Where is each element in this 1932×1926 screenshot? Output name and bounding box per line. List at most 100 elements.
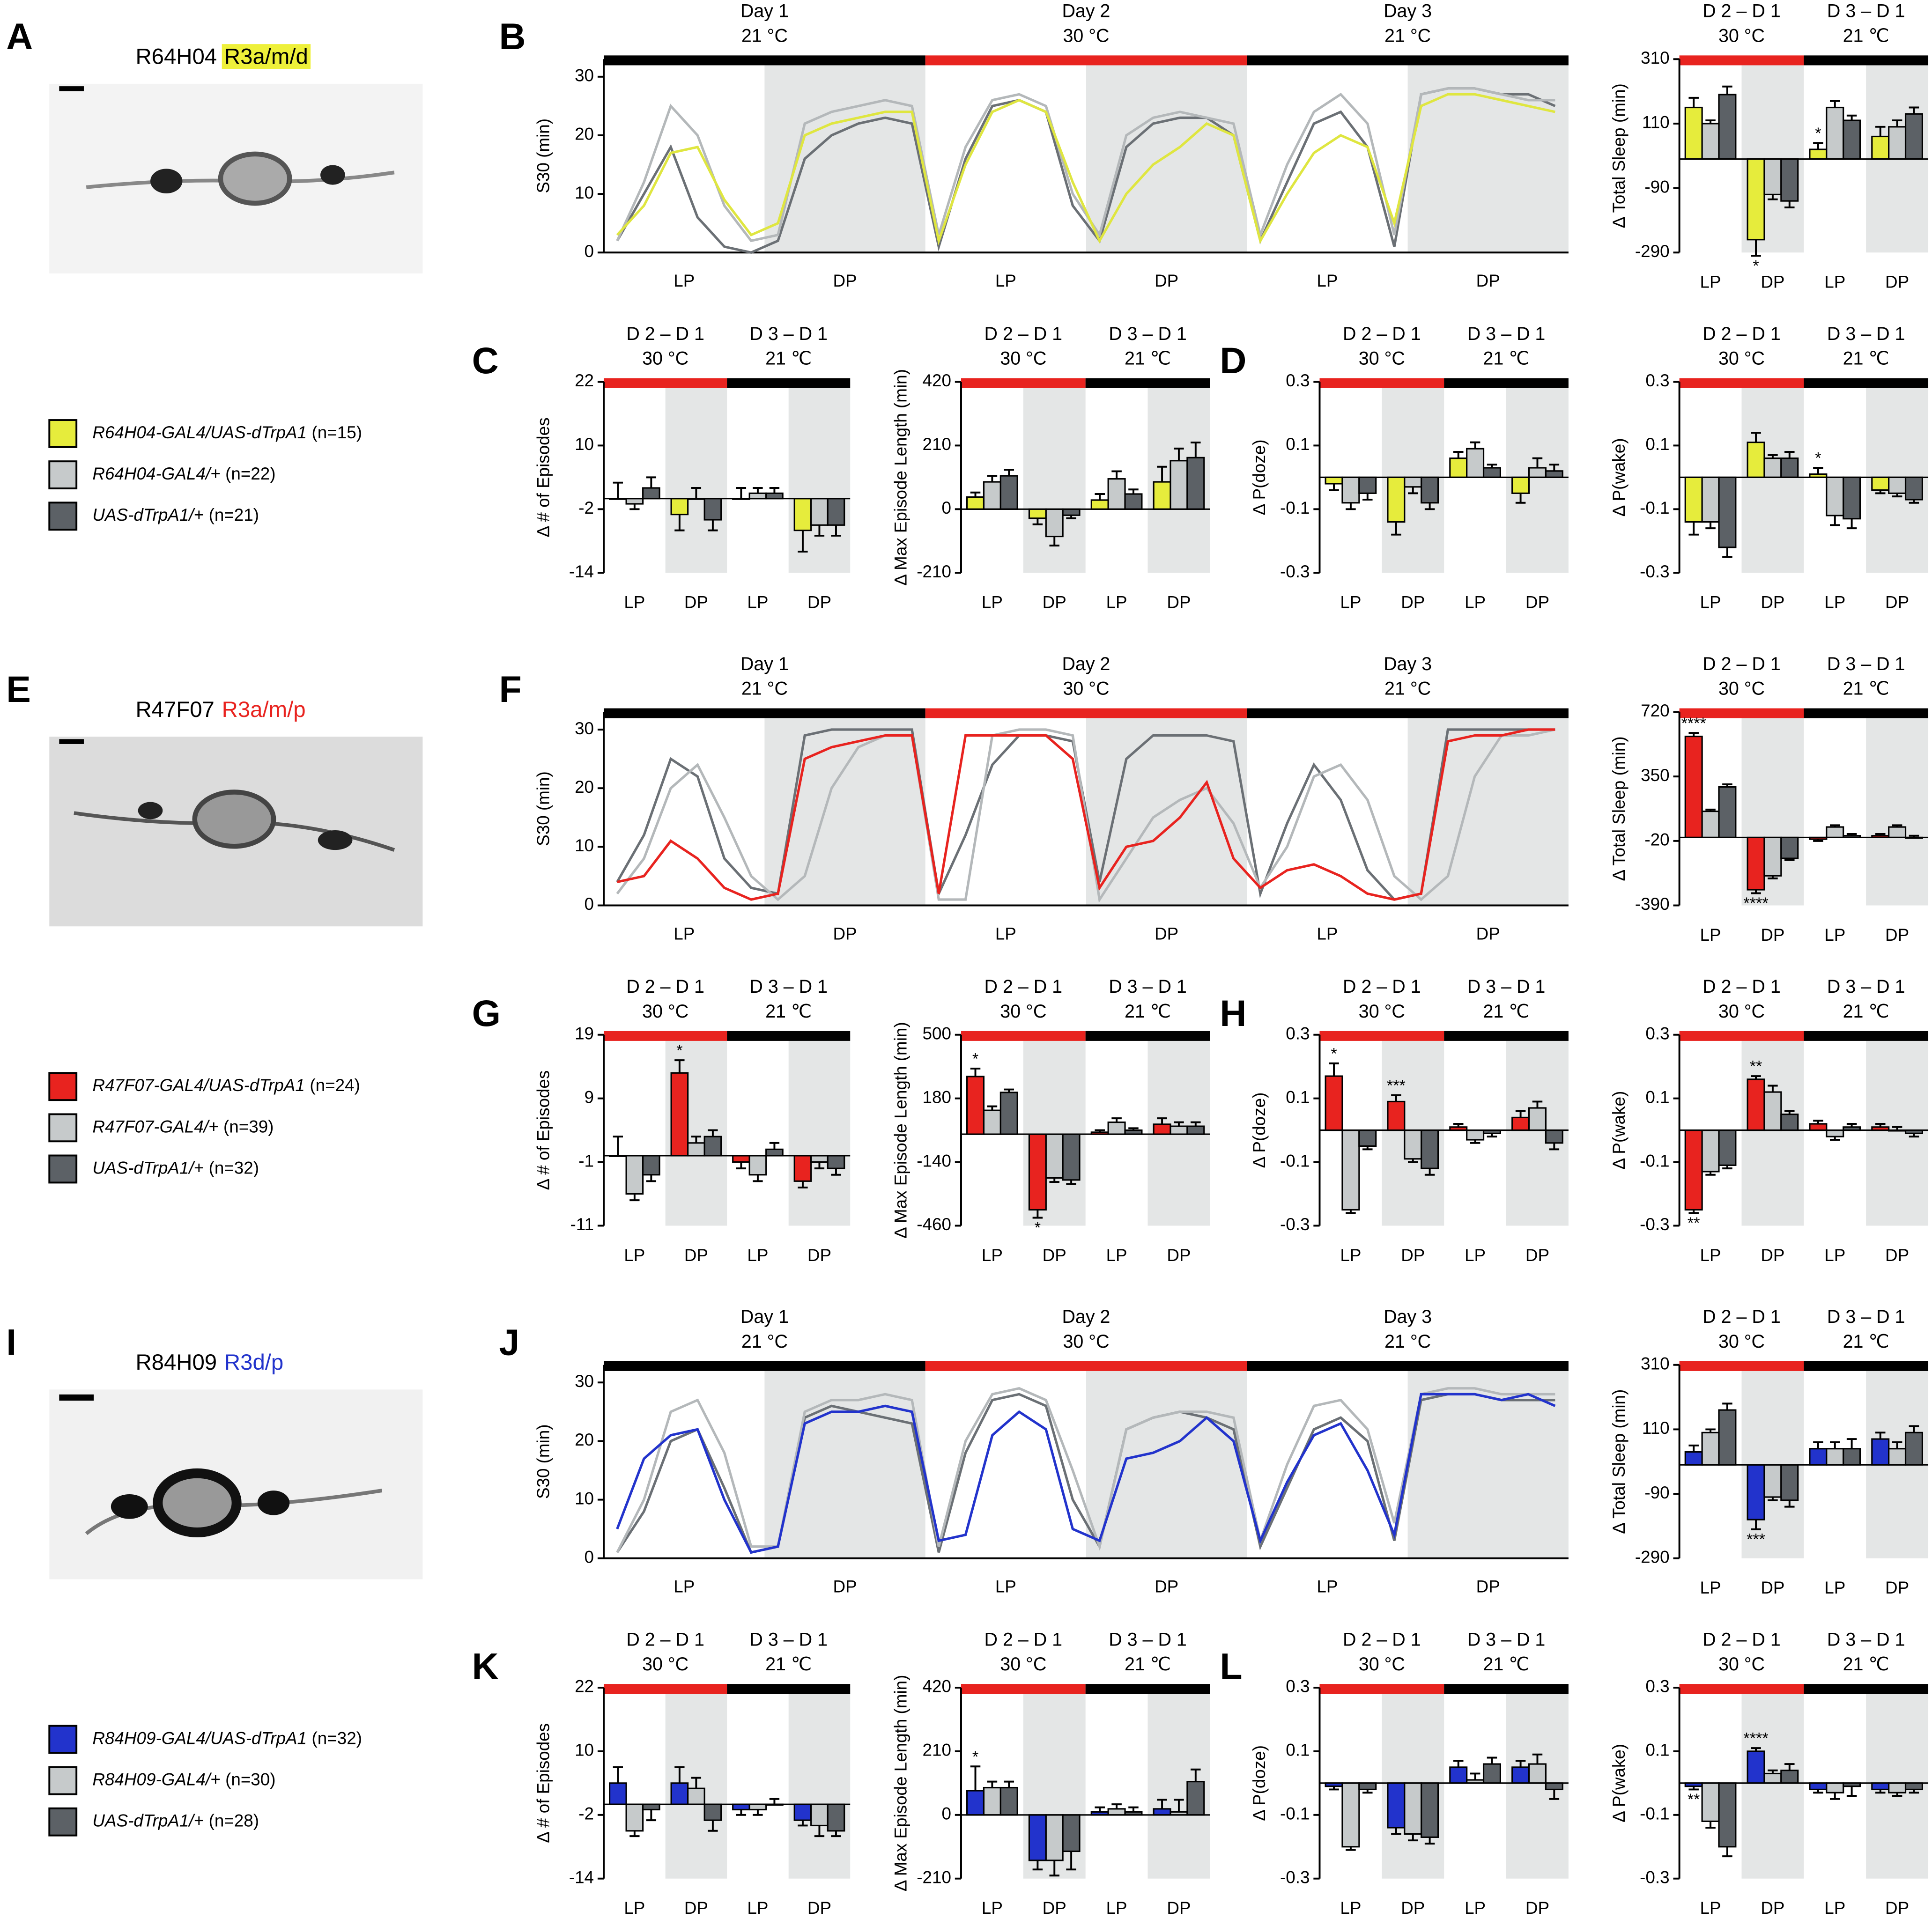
bar	[1358, 476, 1377, 494]
legend-swatch	[48, 1072, 78, 1101]
bar	[765, 1148, 784, 1157]
period-label: LP	[1824, 1898, 1845, 1918]
legend-label: UAS-dTrpA1/+ (n=21)	[92, 505, 259, 524]
dark-period-shade	[764, 1365, 925, 1558]
period-label: DP	[1043, 1898, 1066, 1918]
period-label: DP	[807, 1898, 831, 1918]
bar	[748, 1803, 767, 1811]
sample-size: (n=30)	[225, 1770, 275, 1789]
bar	[1404, 476, 1422, 488]
legend-swatch	[48, 1807, 78, 1837]
y-tick-label: -2	[578, 1804, 594, 1823]
header-bar	[1444, 1684, 1569, 1694]
series-line	[617, 728, 1555, 901]
header-label: 21 ℃	[765, 1001, 812, 1022]
y-tick-label: 22	[575, 1677, 594, 1696]
header-label: D 3 – D 1	[1827, 654, 1905, 674]
y-tick-label: 10	[575, 1489, 594, 1508]
significance: ***	[1747, 1531, 1765, 1549]
period-label: DP	[1885, 925, 1909, 945]
y-axis-label: Δ Total Sleep (min)	[1609, 83, 1629, 228]
y-tick-label: 0.1	[1645, 1741, 1669, 1760]
header-label: 30 °C	[642, 1654, 688, 1675]
period-label: DP	[833, 271, 857, 290]
bar	[732, 1803, 750, 1811]
y-tick-label: -0.3	[1640, 1215, 1669, 1234]
y-tick-label: 19	[575, 1024, 594, 1043]
dark-period-shade	[665, 382, 727, 573]
bar	[748, 492, 767, 500]
cell-body	[257, 1491, 290, 1515]
region-name: R3d/p	[224, 1350, 283, 1375]
y-tick-label: -14	[569, 1867, 594, 1887]
y-tick-label: 110	[1642, 113, 1670, 132]
bar	[1871, 1438, 1890, 1466]
bar	[1904, 1432, 1923, 1466]
image-background	[49, 1389, 423, 1579]
header-label: D 3 – D 1	[749, 1629, 828, 1650]
driver-name: R47F07	[135, 697, 214, 722]
period-label: DP	[1525, 1898, 1549, 1918]
y-tick-label: 0	[941, 1804, 951, 1823]
period-label: LP	[982, 593, 1003, 612]
bar	[1341, 1129, 1360, 1211]
y-tick-label: -0.3	[1280, 1867, 1310, 1887]
bar	[1449, 458, 1468, 478]
header-label: D 3 – D 1	[1109, 976, 1187, 997]
header-bar	[1247, 55, 1569, 66]
bar	[793, 1155, 812, 1182]
period-label: LP	[1106, 593, 1127, 612]
legend-swatch	[48, 1766, 78, 1795]
header-label: 30 °C	[1718, 679, 1765, 699]
bar	[1826, 476, 1844, 517]
header-bar	[1804, 1031, 1929, 1041]
header-label: 30 °C	[1063, 1331, 1109, 1352]
y-tick-label: -0.1	[1280, 498, 1310, 517]
header-label: 21 °C	[741, 25, 788, 46]
sample-size: (n=21)	[209, 505, 259, 524]
period-label: LP	[1317, 924, 1338, 943]
bar	[625, 1803, 644, 1832]
period-label: DP	[1401, 593, 1425, 612]
bar	[1404, 1129, 1422, 1160]
scale-bar	[59, 1394, 94, 1401]
bar	[1718, 1409, 1737, 1466]
significance: *	[972, 1748, 978, 1766]
sample-size: (n=39)	[223, 1117, 274, 1136]
header-label: D 2 – D 1	[626, 1629, 704, 1650]
header-label: 30 °C	[642, 1001, 688, 1022]
genotype: R47F07-GAL4/+	[92, 1117, 218, 1136]
period-label: LP	[1700, 1898, 1721, 1918]
driver-name: R64H04	[135, 44, 217, 69]
bar	[732, 1155, 750, 1163]
y-tick-label: -2	[578, 498, 594, 517]
header-label: 30 °C	[1718, 348, 1765, 369]
bar	[1170, 460, 1188, 510]
period-label: LP	[747, 1898, 768, 1918]
y-tick-label: -0.1	[1280, 1804, 1310, 1823]
header-label: D 2 – D 1	[626, 976, 704, 997]
scale-bar	[59, 739, 84, 744]
image-title: R64H04 R3a/m/d	[135, 44, 308, 69]
header-label: D 3 – D 1	[1827, 1306, 1905, 1327]
ring	[153, 1468, 242, 1538]
cell-body	[320, 165, 345, 185]
bar	[1701, 1432, 1720, 1466]
bar	[1747, 1464, 1765, 1520]
period-label: LP	[624, 1246, 645, 1265]
y-tick-label: 0	[585, 1547, 594, 1566]
period-label: LP	[624, 593, 645, 612]
sample-size: (n=22)	[225, 464, 275, 483]
period-label: DP	[1761, 1246, 1784, 1265]
period-label: LP	[1340, 1246, 1361, 1265]
y-tick-label: 0	[585, 894, 594, 914]
y-tick-label: 30	[575, 719, 594, 738]
y-axis-label: Δ P(doze)	[1250, 440, 1269, 516]
header-label: 21 ℃	[1483, 1654, 1529, 1675]
significance: ****	[1681, 715, 1706, 732]
period-label: LP	[982, 1898, 1003, 1918]
bar	[1028, 508, 1047, 519]
legend-label: R64H04-GAL4/UAS-dTrpA1 (n=15)	[92, 423, 362, 442]
header-label: 21 ℃	[1843, 25, 1889, 46]
